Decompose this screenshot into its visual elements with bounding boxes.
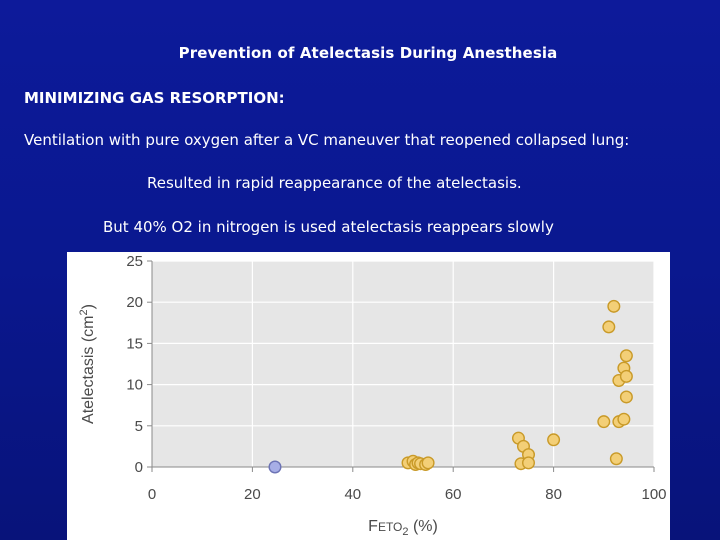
x-tick-label: 0	[148, 486, 156, 503]
data-point	[421, 456, 435, 470]
x-tick-label: 100	[641, 486, 666, 503]
body-line-pure-oxygen: Ventilation with pure oxygen after a VC …	[24, 131, 630, 149]
y-tick-label: 10	[126, 377, 143, 394]
section-heading: MINIMIZING GAS RESORPTION:	[24, 89, 285, 107]
data-point	[619, 390, 633, 404]
data-point	[619, 369, 633, 383]
data-point	[522, 456, 536, 470]
body-line-slow-reappearance: But 40% O2 in nitrogen is used atelectas…	[103, 218, 554, 236]
x-axis-label: FETO2 (%)	[368, 518, 438, 538]
slide-title: Prevention of Atelectasis During Anesthe…	[178, 44, 558, 62]
y-tick-label: 0	[135, 459, 143, 476]
scatter-chart: 0 5 10 15 20 25 0 20 40 60 80 100 Atelectasis (cm2)…	[78, 253, 667, 538]
chart-panel: 0 5 10 15 20 25 0 20 40 60 80 100 Atelectasis (cm2)…	[67, 252, 670, 540]
y-tick-label: 20	[126, 294, 143, 311]
data-point	[547, 433, 561, 447]
data-point	[602, 320, 616, 334]
x-tick-label: 60	[445, 486, 462, 503]
plot-area	[152, 261, 654, 467]
x-tick-label: 80	[545, 486, 562, 503]
data-point	[619, 349, 633, 363]
data-point	[609, 452, 623, 466]
data-point-highlight	[268, 460, 282, 474]
data-point	[617, 412, 631, 426]
y-axis-label: Atelectasis (cm2)	[78, 304, 97, 424]
body-line-rapid-reappearance: Resulted in rapid reappearance of the at…	[147, 174, 522, 192]
x-tick-label: 40	[344, 486, 361, 503]
y-tick-label: 5	[135, 418, 143, 435]
x-tick-label: 20	[244, 486, 261, 503]
data-point	[607, 299, 621, 313]
y-tick-label: 25	[126, 253, 143, 270]
data-point	[597, 415, 611, 429]
y-tick-label: 15	[126, 335, 143, 352]
